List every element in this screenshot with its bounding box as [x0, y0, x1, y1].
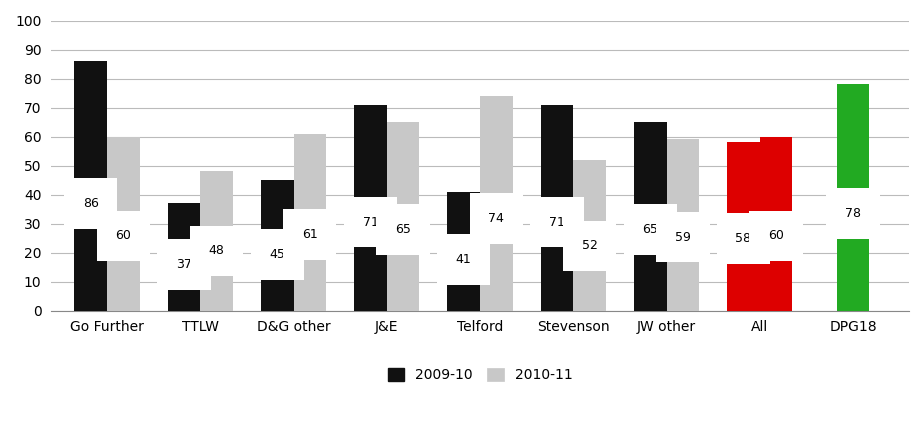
- Bar: [760, 137, 793, 311]
- Text: 52: 52: [582, 239, 598, 252]
- Bar: [480, 96, 513, 311]
- Bar: [294, 133, 326, 311]
- Bar: [387, 122, 419, 311]
- Text: 86: 86: [83, 197, 99, 210]
- Text: 58: 58: [736, 232, 751, 245]
- Bar: [75, 61, 107, 311]
- Text: 60: 60: [116, 229, 131, 242]
- Bar: [447, 192, 480, 311]
- Bar: [541, 105, 573, 311]
- Text: 65: 65: [395, 223, 411, 236]
- Bar: [107, 137, 140, 311]
- Bar: [261, 180, 294, 311]
- Bar: [634, 122, 666, 311]
- Text: 59: 59: [675, 231, 691, 244]
- Text: 61: 61: [302, 228, 318, 241]
- Text: 71: 71: [362, 216, 379, 229]
- Bar: [354, 105, 387, 311]
- Legend: 2009-10, 2010-11: 2009-10, 2010-11: [381, 361, 579, 389]
- Text: 37: 37: [176, 258, 192, 271]
- Text: 71: 71: [549, 216, 565, 229]
- Bar: [201, 172, 233, 311]
- Text: 74: 74: [489, 212, 505, 225]
- Text: 65: 65: [642, 223, 658, 236]
- Bar: [573, 160, 606, 311]
- Bar: [666, 140, 699, 311]
- Bar: [727, 143, 760, 311]
- Text: 41: 41: [456, 253, 471, 266]
- Text: 45: 45: [269, 248, 286, 261]
- Text: 60: 60: [768, 229, 784, 242]
- Bar: [167, 203, 201, 311]
- Text: 78: 78: [845, 207, 861, 220]
- Text: 48: 48: [209, 244, 225, 257]
- Bar: [837, 84, 869, 311]
